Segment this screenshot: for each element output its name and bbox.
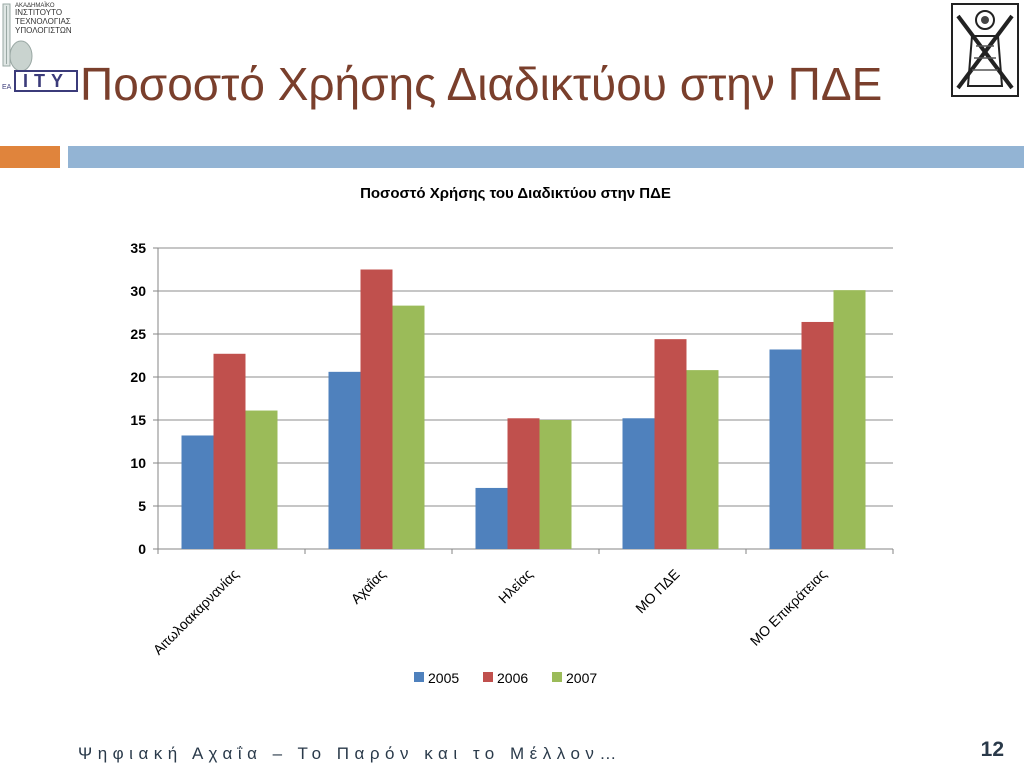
institute-logo: ΑΚΑΔΗΜΑΪΚΟ ΙΝΣΤΙΤΟΥΤΟ ΤΕΧΝΟΛΟΓΙΑΣ ΥΠΟΛΟΓ… [0, 0, 80, 96]
page-title: Ποσοστό Χρήσης Διαδικτύου στην ΠΔΕ [80, 58, 883, 110]
y-tick-label: 25 [130, 326, 146, 342]
saint-emblem-icon [951, 3, 1019, 97]
ity-logo-mark: ITY [14, 70, 78, 92]
bar-2006 [654, 339, 687, 549]
x-category-label: Αχαΐας [348, 566, 389, 607]
bar-2007 [392, 305, 425, 549]
bar-2006 [213, 353, 246, 549]
bar-2005 [769, 349, 802, 549]
logo-line: ΥΠΟΛΟΓΙΣΤΩΝ [15, 26, 72, 35]
legend-swatch-2006 [483, 672, 493, 682]
legend-swatch-2005 [414, 672, 424, 682]
bar-2007 [833, 290, 866, 549]
y-tick-label: 30 [130, 283, 146, 299]
logo-line: ΙΝΣΤΙΤΟΥΤΟ [15, 8, 63, 17]
header-accent-orange [0, 146, 60, 168]
x-category-label: ΜΟ ΠΔΕ [632, 566, 682, 616]
legend-label: 2005 [428, 670, 459, 686]
y-tick-label: 15 [130, 412, 146, 428]
x-category-label: ΜΟ Επικράτειας [747, 566, 830, 649]
chart-title: Ποσοστό Χρήσης του Διαδικτύου στην ΠΔΕ [360, 185, 671, 202]
bar-2005 [622, 418, 655, 549]
bar-2005 [475, 487, 508, 549]
bar-2007 [686, 370, 719, 549]
y-tick-label: 20 [130, 369, 146, 385]
page-number: 12 [980, 738, 1004, 761]
logo-small-text: ΕΑ [2, 84, 12, 91]
legend-label: 2006 [497, 670, 528, 686]
y-tick-label: 0 [138, 541, 146, 557]
logo-line: ΑΚΑΔΗΜΑΪΚΟ [15, 3, 55, 9]
bar-chart: Ποσοστό Χρήσης του Διαδικτύου στην ΠΔΕ 0 5… [130, 185, 894, 686]
bar-2007 [539, 420, 572, 549]
legend-label: 2007 [566, 670, 597, 686]
y-tick-label: 5 [138, 498, 146, 514]
logo-line: ΤΕΧΝΟΛΟΓΙΑΣ [15, 17, 71, 26]
bar-2007 [245, 410, 278, 549]
footer-text: Ψηφιακή Αχαΐα – Το Παρόν και το Μέλλον… [78, 744, 622, 763]
bar-2006 [801, 321, 834, 549]
y-tick-label: 10 [130, 455, 146, 471]
y-tick-label: 35 [130, 240, 146, 256]
header-accent-blue [68, 146, 1024, 168]
x-category-label: Ηλείας [495, 566, 536, 607]
bar-2006 [360, 269, 393, 549]
logo-column-icon [2, 3, 11, 67]
x-category-label: Αιτωλοακαρνανίας [150, 566, 242, 658]
bar-2006 [507, 418, 540, 549]
bar-2005 [328, 371, 361, 549]
logo-relief-icon [9, 40, 33, 72]
legend-swatch-2007 [552, 672, 562, 682]
bar-2005 [181, 435, 214, 549]
